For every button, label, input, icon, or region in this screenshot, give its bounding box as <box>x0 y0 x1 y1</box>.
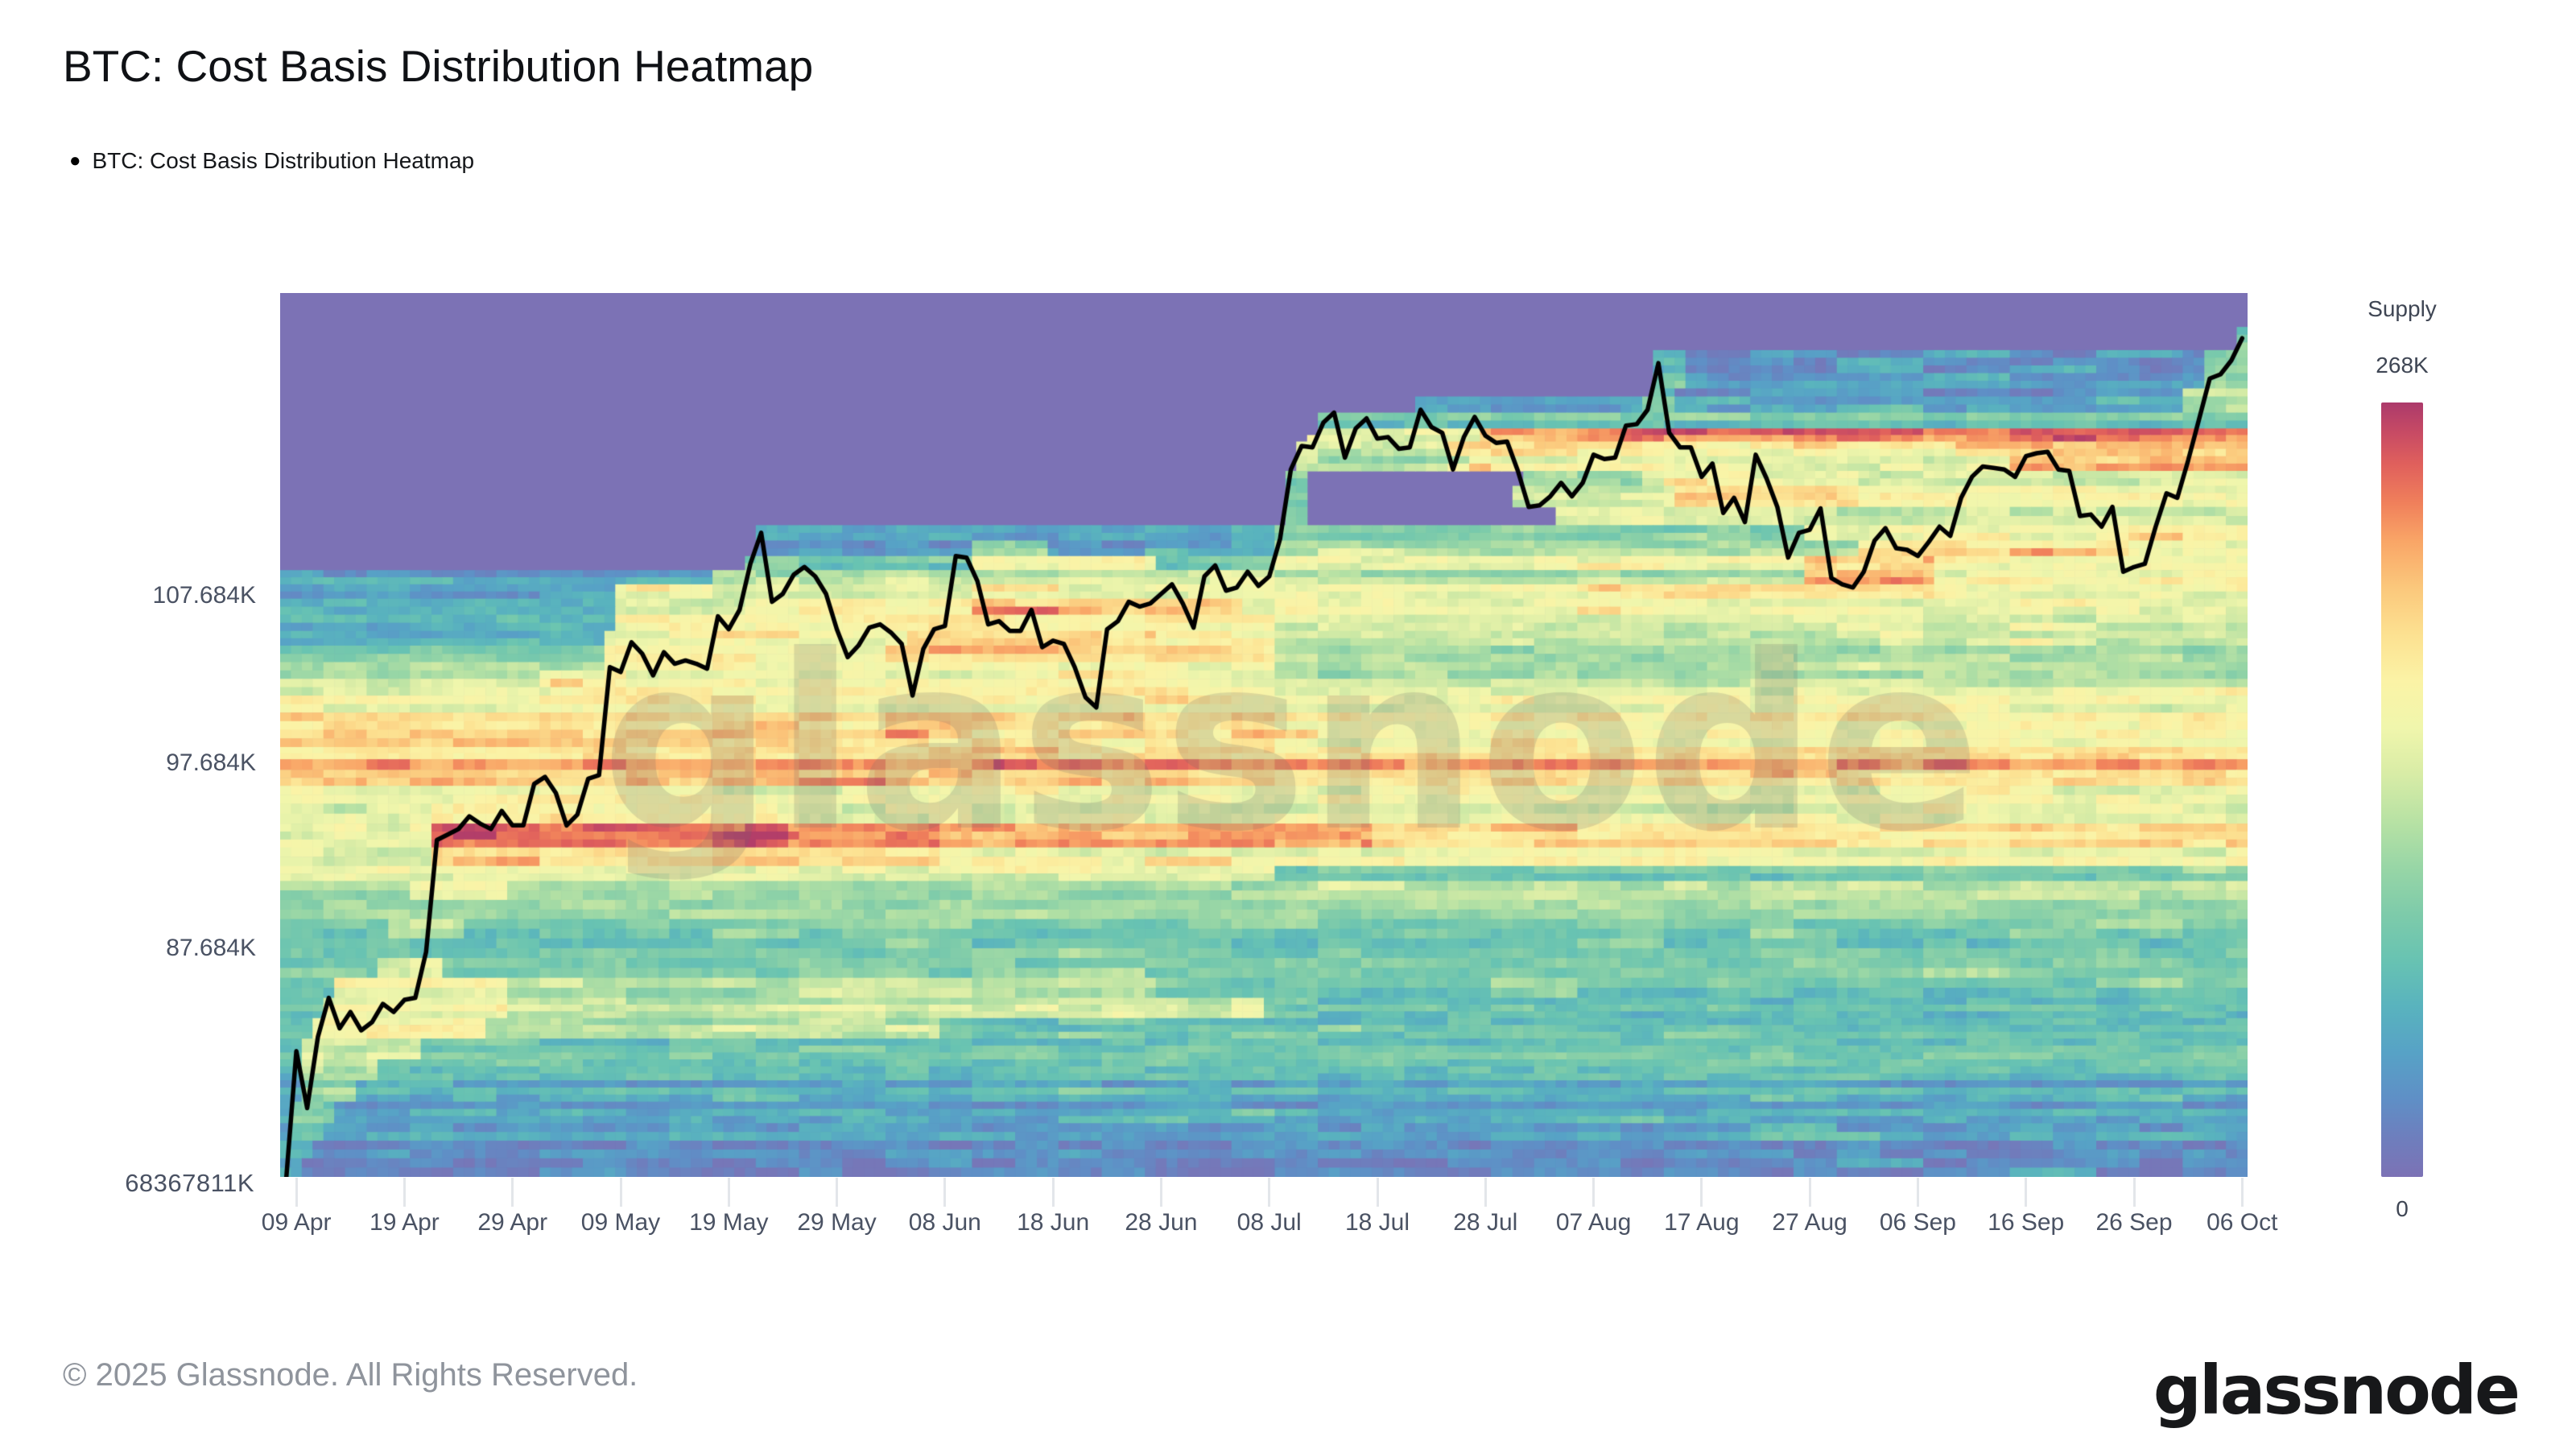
x-tick-mark <box>2240 1178 2244 1207</box>
x-tick-label: 18 Jul <box>1344 1209 1410 1236</box>
x-tick-label: 26 Sep <box>2095 1209 2173 1236</box>
x-tick-mark <box>1268 1178 1271 1207</box>
colorbar-max-label: 268K <box>2376 353 2429 378</box>
x-tick-mark <box>943 1178 947 1207</box>
x-tick-label: 17 Aug <box>1664 1209 1740 1236</box>
x-tick-mark <box>727 1178 730 1207</box>
heatmap-canvas[interactable] <box>280 293 2248 1177</box>
x-tick-mark <box>2132 1178 2136 1207</box>
glassnode-logo: glassnode <box>2153 1351 2520 1430</box>
x-tick-mark <box>511 1178 514 1207</box>
x-tick-label: 06 Oct <box>2207 1209 2278 1236</box>
x-tick-mark <box>1592 1178 1596 1207</box>
heatmap-plot[interactable] <box>280 293 2248 1177</box>
y-axis-bottom-label: 68367811K <box>125 1169 254 1197</box>
x-tick-mark <box>1700 1178 1703 1207</box>
y-tick-label: 97.684K <box>166 749 256 776</box>
x-tick-label: 06 Sep <box>1879 1209 1956 1236</box>
legend-label: BTC: Cost Basis Distribution Heatmap <box>92 148 475 173</box>
x-tick-mark <box>1051 1178 1055 1207</box>
x-tick-mark <box>1484 1178 1487 1207</box>
x-tick-mark <box>1376 1178 1379 1207</box>
x-tick-label: 28 Jul <box>1453 1209 1518 1236</box>
colorbar-title: Supply <box>2368 296 2437 321</box>
page-title: BTC: Cost Basis Distribution Heatmap <box>63 41 814 91</box>
x-tick-label: 08 Jul <box>1236 1209 1302 1236</box>
x-tick-label: 09 May <box>580 1209 661 1236</box>
x-tick-mark <box>1159 1178 1162 1207</box>
x-tick-mark <box>402 1178 406 1207</box>
x-tick-mark <box>1916 1178 1919 1207</box>
y-tick-label: 87.684K <box>166 935 256 962</box>
footer-copyright: © 2025 Glassnode. All Rights Reserved. <box>63 1357 638 1393</box>
x-tick-label: 08 Jun <box>908 1209 981 1236</box>
x-tick-label: 29 May <box>797 1209 877 1236</box>
x-tick-mark <box>619 1178 622 1207</box>
x-tick-label: 07 Aug <box>1555 1209 1632 1236</box>
x-tick-mark <box>836 1178 839 1207</box>
x-tick-label: 09 Apr <box>261 1209 332 1236</box>
y-tick-label: 107.684K <box>152 582 256 609</box>
colorbar-min-label: 0 <box>2396 1196 2409 1221</box>
x-tick-label: 27 Aug <box>1772 1209 1847 1236</box>
x-tick-label: 19 Apr <box>369 1209 440 1236</box>
x-tick-label: 19 May <box>689 1209 769 1236</box>
legend-item[interactable]: ● BTC: Cost Basis Distribution Heatmap <box>69 148 474 174</box>
x-tick-mark <box>295 1178 298 1207</box>
x-tick-label: 18 Jun <box>1017 1209 1090 1236</box>
x-tick-label: 16 Sep <box>1988 1209 2065 1236</box>
x-tick-label: 29 Apr <box>477 1209 548 1236</box>
x-tick-mark <box>1808 1178 1811 1207</box>
legend-marker-icon: ● <box>69 150 81 171</box>
x-tick-mark <box>2025 1178 2028 1207</box>
colorbar-gradient <box>2381 402 2423 1177</box>
x-tick-label: 28 Jun <box>1125 1209 1198 1236</box>
